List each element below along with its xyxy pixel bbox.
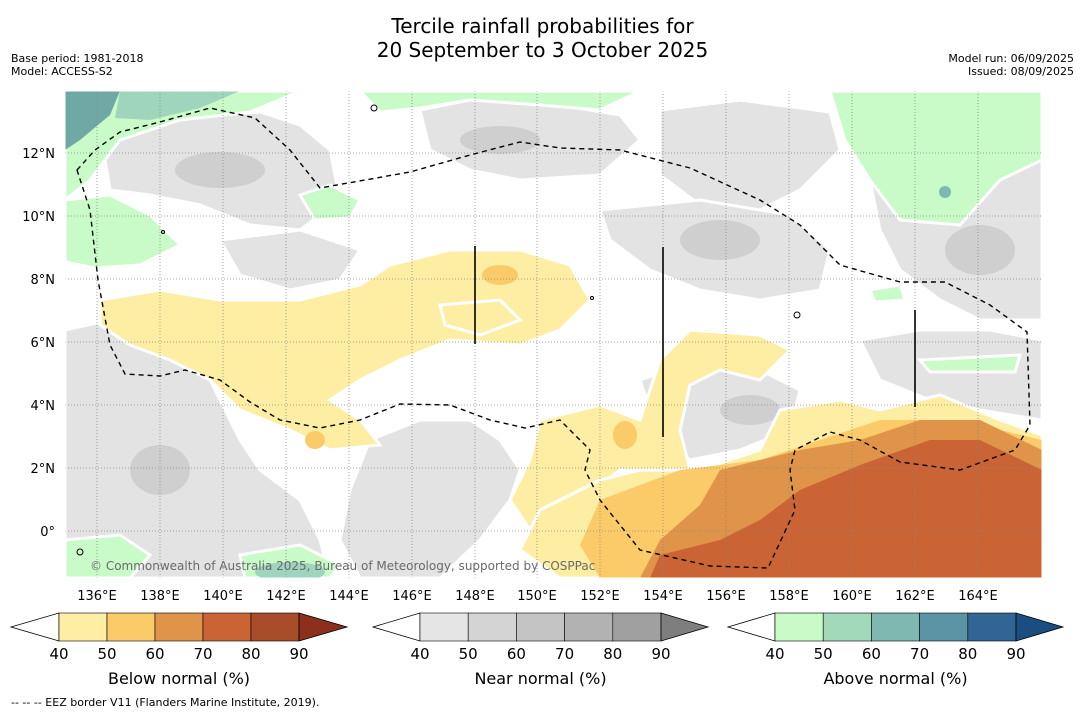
title-line-1: Tercile rainfall probabilities for xyxy=(391,14,694,38)
below-normal-darker xyxy=(640,420,1042,578)
colorbar-extend-low xyxy=(371,612,421,642)
longitude-markers xyxy=(474,246,916,437)
near-normal-regions xyxy=(65,98,1042,578)
colorbar-segment xyxy=(250,612,300,642)
colorbar-segment xyxy=(154,612,204,642)
map-gridlines xyxy=(65,91,1042,578)
colorbar-tick-label: 50 xyxy=(814,645,833,663)
colorbar-extend-high xyxy=(298,612,349,642)
lon-label: 160°E xyxy=(832,589,872,604)
colorbar-tick-label: 80 xyxy=(958,645,977,663)
title-line-2: 20 September to 3 October 2025 xyxy=(376,38,709,62)
colorbar-segment xyxy=(871,612,920,642)
colorbar-near-normal: 40 50 60 70 80 90 Near normal (%) xyxy=(371,612,710,688)
colorbar-tick-label: 90 xyxy=(1006,645,1025,663)
lon-label: 156°E xyxy=(706,589,746,604)
colorbar-tick-label: 50 xyxy=(97,645,116,663)
map-frame xyxy=(64,90,1043,579)
map-title: Tercile rainfall probabilities for 20 Se… xyxy=(0,14,1085,62)
colorbar-extend-low xyxy=(9,612,60,642)
colorbar-extend-high xyxy=(660,612,710,642)
colorbar-segment xyxy=(58,612,108,642)
colorbar-tick-label: 90 xyxy=(651,645,670,663)
colorbar-segment xyxy=(419,612,469,642)
lat-label: 10°N xyxy=(22,210,55,225)
lat-label: 4°N xyxy=(31,399,56,414)
colorbar-tick-label: 60 xyxy=(145,645,164,663)
colorbar-tick-label: 70 xyxy=(555,645,574,663)
colorbar-extend-high xyxy=(1015,612,1065,642)
colorbar-segment xyxy=(467,612,517,642)
colorbar-segment xyxy=(967,612,1017,642)
colorbar-below-normal: 40 50 60 70 80 90 Below normal (%) xyxy=(9,612,349,688)
colorbar-segment xyxy=(106,612,156,642)
lon-label: 146°E xyxy=(392,589,432,604)
lon-label: 136°E xyxy=(77,589,117,604)
colorbar-tick-label: 80 xyxy=(241,645,260,663)
eez-border xyxy=(76,107,1031,569)
map-plot-area: © Commonwealth of Australia 2025, Bureau… xyxy=(65,91,1042,578)
lat-label: 12°N xyxy=(22,147,55,162)
colorbar-extend-low xyxy=(726,612,776,642)
meta-right: Model run: 06/09/2025 Issued: 08/09/2025 xyxy=(948,52,1074,78)
issued-text: Issued: 08/09/2025 xyxy=(967,65,1074,78)
lon-label: 162°E xyxy=(895,589,935,604)
meta-left: Base period: 1981-2018 Model: ACCESS-S2 xyxy=(11,52,143,78)
above-normal-darker xyxy=(65,91,951,578)
eez-footnote: -- -- -- EEZ border V11 (Flanders Marine… xyxy=(11,696,320,709)
lon-label: 148°E xyxy=(455,589,495,604)
lat-axis-labels: 12°N 10°N 8°N 6°N 4°N 2°N 0° xyxy=(22,147,55,540)
lat-label: 0° xyxy=(40,525,55,540)
lon-label: 142°E xyxy=(266,589,306,604)
colorbar-segment xyxy=(564,612,614,642)
copyright-text: © Commonwealth of Australia 2025, Bureau… xyxy=(90,559,595,573)
lat-label: 2°N xyxy=(31,462,56,477)
colorbar-segment xyxy=(612,612,662,642)
colorbar-segment xyxy=(919,612,969,642)
lat-label: 8°N xyxy=(31,273,56,288)
colorbar-above-normal: 40 50 60 70 80 90 Above normal (%) xyxy=(726,612,1065,688)
lon-axis-labels: 136°E 138°E 140°E 142°E 144°E 146°E 148°… xyxy=(77,589,998,604)
base-period-text: Base period: 1981-2018 xyxy=(11,52,144,65)
lon-label: 154°E xyxy=(643,589,683,604)
colorbar-tick-label: 40 xyxy=(765,645,784,663)
lon-label: 140°E xyxy=(203,589,243,604)
colorbar-tick-label: 70 xyxy=(193,645,212,663)
colorbar-label: Above normal (%) xyxy=(823,669,967,688)
model-text: Model: ACCESS-S2 xyxy=(11,65,113,78)
colorbar-label: Below normal (%) xyxy=(108,669,250,688)
lon-label: 144°E xyxy=(329,589,369,604)
lon-label: 150°E xyxy=(517,589,557,604)
colorbar-tick-label: 50 xyxy=(459,645,478,663)
model-run-text: Model run: 06/09/2025 xyxy=(948,52,1074,65)
colorbar-segment xyxy=(516,612,565,642)
colorbar-tick-label: 40 xyxy=(410,645,429,663)
colorbar-tick-label: 60 xyxy=(507,645,526,663)
colorbar-tick-label: 90 xyxy=(289,645,308,663)
colorbar-tick-label: 80 xyxy=(603,645,622,663)
colorbar-segment xyxy=(822,612,872,642)
lon-label: 158°E xyxy=(769,589,809,604)
above-normal-regions xyxy=(65,91,1042,578)
colorbar-label: Near normal (%) xyxy=(474,669,606,688)
colorbar-segment xyxy=(774,612,824,642)
lon-label: 138°E xyxy=(140,589,180,604)
colorbar-tick-label: 60 xyxy=(862,645,881,663)
lon-label: 164°E xyxy=(958,589,998,604)
colorbar-tick-label: 40 xyxy=(49,645,68,663)
colorbar-segment xyxy=(202,612,252,642)
island-outlines xyxy=(76,104,801,556)
lat-label: 6°N xyxy=(31,336,56,351)
colorbar-tick-label: 70 xyxy=(910,645,929,663)
lon-label: 152°E xyxy=(580,589,620,604)
